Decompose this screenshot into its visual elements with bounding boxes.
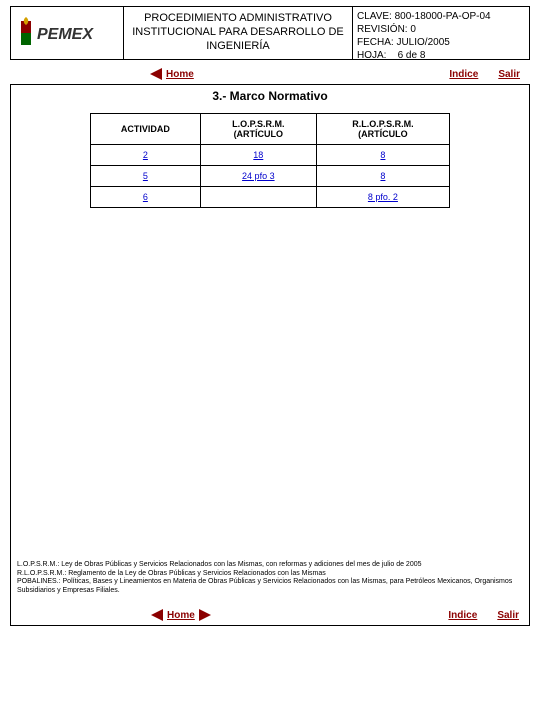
table-row: 6 8 pfo. 2 xyxy=(91,187,450,208)
arrow-right-icon[interactable] xyxy=(199,609,211,621)
revision-label: REVISIÓN: xyxy=(357,24,408,35)
top-nav: Home Indice Salir xyxy=(10,68,530,80)
clave-label: CLAVE: xyxy=(357,11,392,22)
revision-value: 0 xyxy=(410,24,416,35)
cell-link[interactable]: 8 xyxy=(380,150,385,160)
document-header: PEMEX PROCEDIMIENTO ADMINISTRATIVO INSTI… xyxy=(10,6,530,60)
logo-cell: PEMEX xyxy=(11,7,124,59)
cell-link[interactable]: 24 pfo 3 xyxy=(242,171,275,181)
svg-text:PEMEX: PEMEX xyxy=(37,26,94,43)
cell-link[interactable]: 2 xyxy=(143,150,148,160)
footnote-line: POBALINES.: Políticas, Bases y Lineamien… xyxy=(17,578,523,595)
col2-line1: L.O.P.S.R.M. xyxy=(205,119,312,129)
section-title: 3.- Marco Normativo xyxy=(11,89,529,103)
cell-link[interactable]: 18 xyxy=(253,150,263,160)
document-title: PROCEDIMIENTO ADMINISTRATIVO INSTITUCION… xyxy=(124,7,353,59)
salir-link[interactable]: Salir xyxy=(498,69,520,80)
arrow-left-icon[interactable] xyxy=(150,68,162,80)
home-link[interactable]: Home xyxy=(166,69,194,80)
cell-link[interactable]: 8 pfo. 2 xyxy=(368,192,398,202)
footnotes: L.O.P.S.R.M.: Ley de Obras Públicas y Se… xyxy=(17,561,523,595)
hoja-label: HOJA: xyxy=(357,50,386,61)
arrow-left-icon[interactable] xyxy=(151,609,163,621)
table-header-row: ACTIVIDAD L.O.P.S.R.M. (ARTÍCULO R.L.O.P… xyxy=(91,114,450,145)
fecha-value: JULIO/2005 xyxy=(396,37,449,48)
content-frame: 3.- Marco Normativo ACTIVIDAD L.O.P.S.R.… xyxy=(10,84,530,626)
bottom-nav: Home Indice Salir xyxy=(11,609,529,621)
normative-table: ACTIVIDAD L.O.P.S.R.M. (ARTÍCULO R.L.O.P… xyxy=(90,113,450,208)
salir-link-bottom[interactable]: Salir xyxy=(497,610,519,621)
table-row: 5 24 pfo 3 8 xyxy=(91,166,450,187)
col3-line2: (ARTÍCULO xyxy=(321,129,445,139)
col3-line1: R.L.O.P.S.R.M. xyxy=(321,119,445,129)
cell-link[interactable]: 6 xyxy=(143,192,148,202)
clave-value: 800-18000-PA-OP-04 xyxy=(395,11,491,22)
col-actividad: ACTIVIDAD xyxy=(91,114,201,145)
col2-line2: (ARTÍCULO xyxy=(205,129,312,139)
col-rlopsrm: R.L.O.P.S.R.M. (ARTÍCULO xyxy=(316,114,449,145)
footnote-line: L.O.P.S.R.M.: Ley de Obras Públicas y Se… xyxy=(17,561,523,569)
home-link-bottom[interactable]: Home xyxy=(167,610,195,621)
cell-link[interactable]: 8 xyxy=(380,171,385,181)
document-meta: CLAVE: 800-18000-PA-OP-04 REVISIÓN: 0 FE… xyxy=(353,7,529,59)
cell-link[interactable]: 5 xyxy=(143,171,148,181)
col-lopsrm: L.O.P.S.R.M. (ARTÍCULO xyxy=(200,114,316,145)
indice-link-bottom[interactable]: Indice xyxy=(448,610,477,621)
cell-empty xyxy=(200,187,316,208)
fecha-label: FECHA: xyxy=(357,37,394,48)
footnote-line: R.L.O.P.S.R.M.: Reglamento de la Ley de … xyxy=(17,570,523,578)
hoja-value: 6 de 8 xyxy=(398,50,426,61)
indice-link[interactable]: Indice xyxy=(449,69,478,80)
pemex-logo-icon: PEMEX xyxy=(17,15,117,51)
table-row: 2 18 8 xyxy=(91,145,450,166)
